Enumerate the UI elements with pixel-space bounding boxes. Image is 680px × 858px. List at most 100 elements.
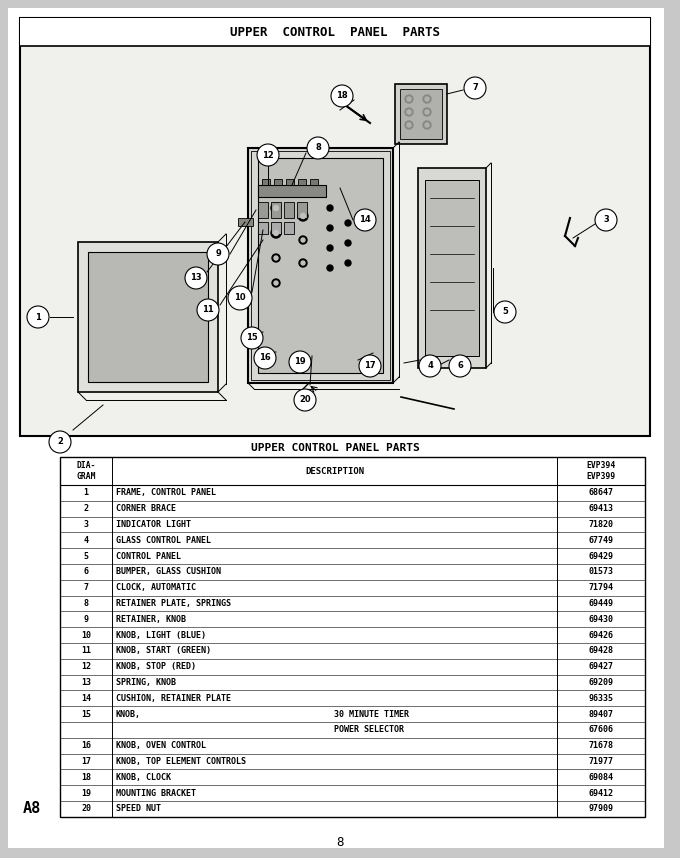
Text: 6: 6 — [457, 361, 463, 371]
Bar — [284, 202, 294, 218]
Text: KNOB, STOP (RED): KNOB, STOP (RED) — [116, 662, 196, 671]
Text: MOUNTING BRACKET: MOUNTING BRACKET — [116, 789, 196, 798]
Text: 2: 2 — [57, 438, 63, 446]
Text: RETAINER, KNOB: RETAINER, KNOB — [116, 615, 186, 624]
Bar — [395, 84, 447, 144]
Text: FRAME, CONTROL PANEL: FRAME, CONTROL PANEL — [116, 488, 216, 498]
Text: 69413: 69413 — [588, 505, 613, 513]
Text: 19: 19 — [294, 358, 306, 366]
Text: 9: 9 — [84, 615, 88, 624]
Circle shape — [299, 259, 307, 267]
Bar — [418, 168, 486, 368]
Text: 3: 3 — [603, 215, 609, 225]
Text: CORNER BRACE: CORNER BRACE — [116, 505, 176, 513]
Circle shape — [407, 110, 411, 114]
Text: 96335: 96335 — [588, 694, 613, 703]
Text: 69429: 69429 — [588, 552, 613, 560]
Circle shape — [423, 95, 431, 103]
Text: 30 MINUTE TIMER: 30 MINUTE TIMER — [335, 710, 409, 719]
Text: 8: 8 — [84, 599, 88, 608]
Circle shape — [327, 265, 333, 271]
Text: KNOB,: KNOB, — [116, 710, 141, 719]
Text: 71678: 71678 — [588, 741, 613, 750]
Circle shape — [27, 306, 49, 328]
Text: POWER SELECTOR: POWER SELECTOR — [335, 725, 405, 734]
Circle shape — [271, 228, 281, 238]
Circle shape — [272, 279, 280, 287]
Text: CUSHION, RETAINER PLATE: CUSHION, RETAINER PLATE — [116, 694, 231, 703]
Bar — [262, 179, 270, 185]
Bar — [425, 180, 479, 356]
Circle shape — [207, 243, 229, 265]
Text: 18: 18 — [81, 773, 91, 782]
Circle shape — [405, 108, 413, 116]
Bar — [274, 179, 282, 185]
Text: 8: 8 — [336, 836, 344, 849]
Bar — [310, 179, 318, 185]
Circle shape — [289, 351, 311, 373]
Bar — [286, 179, 294, 185]
Circle shape — [327, 205, 333, 211]
Text: 19: 19 — [81, 789, 91, 798]
Text: KNOB, TOP ELEMENT CONTROLS: KNOB, TOP ELEMENT CONTROLS — [116, 757, 246, 766]
Text: 14: 14 — [359, 215, 371, 225]
Bar — [271, 202, 281, 218]
Text: 16: 16 — [81, 741, 91, 750]
Circle shape — [331, 85, 353, 107]
Bar — [258, 202, 268, 218]
Text: 97909: 97909 — [588, 805, 613, 813]
Text: UPPER CONTROL PANEL PARTS: UPPER CONTROL PANEL PARTS — [251, 443, 420, 453]
Bar — [88, 252, 208, 382]
Text: 12: 12 — [262, 150, 274, 160]
Text: 71820: 71820 — [588, 520, 613, 529]
Text: SPRING, KNOB: SPRING, KNOB — [116, 678, 176, 687]
Bar — [297, 202, 307, 218]
Text: EVP394
EVP399: EVP394 EVP399 — [586, 462, 615, 480]
Circle shape — [595, 209, 617, 231]
Text: 69449: 69449 — [588, 599, 613, 608]
Bar — [284, 222, 294, 234]
Text: 5: 5 — [84, 552, 88, 560]
Circle shape — [345, 240, 351, 246]
Text: 69426: 69426 — [588, 631, 613, 639]
Text: 14: 14 — [81, 694, 91, 703]
Circle shape — [301, 261, 305, 265]
Circle shape — [307, 137, 329, 159]
Circle shape — [274, 281, 278, 285]
Text: UPPER  CONTROL  PANEL  PARTS: UPPER CONTROL PANEL PARTS — [230, 26, 440, 39]
Bar — [258, 185, 326, 197]
Circle shape — [345, 220, 351, 226]
Circle shape — [299, 236, 307, 244]
Circle shape — [345, 260, 351, 266]
Text: BUMPER, GLASS CUSHION: BUMPER, GLASS CUSHION — [116, 567, 221, 577]
Text: KNOB, OVEN CONTROL: KNOB, OVEN CONTROL — [116, 741, 206, 750]
Bar — [238, 218, 253, 226]
Circle shape — [185, 267, 207, 289]
Text: 69427: 69427 — [588, 662, 613, 671]
Text: KNOB, CLOCK: KNOB, CLOCK — [116, 773, 171, 782]
Text: DESCRIPTION: DESCRIPTION — [305, 467, 364, 475]
Text: 89407: 89407 — [588, 710, 613, 719]
Circle shape — [301, 214, 305, 219]
Text: DIA-
GRAM: DIA- GRAM — [76, 462, 96, 480]
Text: 8: 8 — [315, 143, 321, 153]
Text: 71977: 71977 — [588, 757, 613, 766]
Text: 69428: 69428 — [588, 646, 613, 656]
Text: 3: 3 — [84, 520, 88, 529]
Circle shape — [228, 286, 252, 310]
Text: 71794: 71794 — [588, 583, 613, 592]
Circle shape — [407, 97, 411, 101]
Text: 13: 13 — [190, 274, 202, 282]
Text: CLOCK, AUTOMATIC: CLOCK, AUTOMATIC — [116, 583, 196, 592]
Text: 10: 10 — [234, 293, 245, 303]
Circle shape — [354, 209, 376, 231]
Circle shape — [419, 355, 441, 377]
Circle shape — [423, 121, 431, 129]
Circle shape — [359, 355, 381, 377]
Bar — [298, 179, 306, 185]
Circle shape — [298, 211, 308, 221]
Circle shape — [254, 347, 276, 369]
Text: 20: 20 — [81, 805, 91, 813]
Circle shape — [327, 225, 333, 231]
Circle shape — [405, 121, 413, 129]
